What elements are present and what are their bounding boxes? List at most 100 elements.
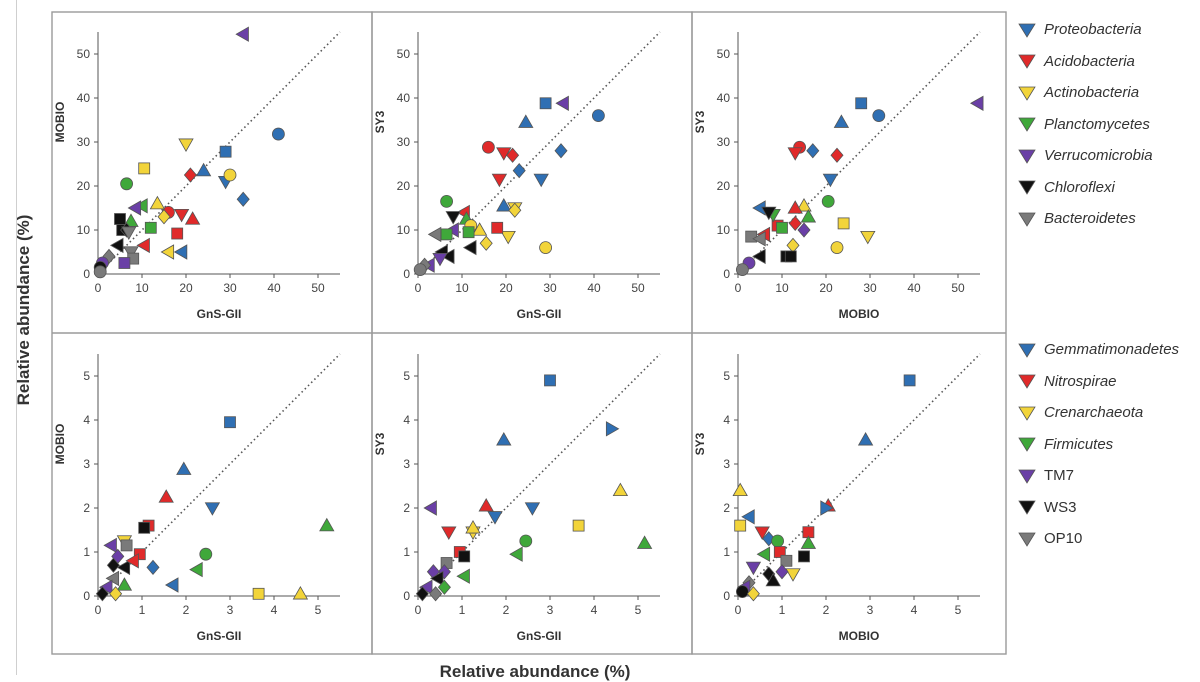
- data-point: [554, 143, 568, 159]
- data-point: [121, 226, 137, 241]
- y-tick-label: 4: [723, 413, 730, 427]
- data-point: [319, 517, 335, 532]
- data-point: [157, 209, 171, 225]
- y-tick-label: 0: [83, 267, 90, 281]
- x-tick-label: 10: [135, 281, 149, 295]
- data-point: [734, 519, 747, 532]
- x-tick-label: 20: [819, 281, 833, 295]
- data-point: [109, 586, 123, 602]
- data-point: [114, 213, 126, 225]
- y-tick-label: 40: [397, 91, 411, 105]
- data-point: [533, 173, 549, 188]
- data-point: [138, 162, 151, 175]
- data-point: [539, 241, 552, 255]
- data-point: [423, 500, 437, 516]
- y-tick-label: 20: [397, 179, 411, 193]
- x-tick-label: 1: [139, 603, 146, 617]
- legend-marker-icon: [1018, 343, 1036, 358]
- data-point: [736, 263, 749, 277]
- data-point: [857, 431, 874, 446]
- y-tick-label: 20: [77, 179, 91, 193]
- legend-label: Verrucomicrobia: [1044, 147, 1153, 165]
- data-point: [518, 114, 534, 128]
- x-tick-label: 30: [543, 281, 557, 295]
- data-point: [204, 502, 221, 516]
- data-point: [732, 482, 748, 497]
- legend-label: Acidobacteria: [1044, 52, 1135, 70]
- data-point: [93, 265, 107, 279]
- data-point: [252, 587, 265, 600]
- scatter-panel-1-3: 00 10 10 20 20 30 30 40 40 50 50 MOBIO SY3: [693, 31, 984, 321]
- y-tick-label: 1: [723, 545, 730, 559]
- y-tick-label: 0: [403, 589, 410, 603]
- data-point: [441, 526, 457, 541]
- x-tick-label: 10: [775, 281, 789, 295]
- x-tick-label: 5: [315, 603, 322, 617]
- data-point: [429, 586, 443, 602]
- x-tick-label: 20: [179, 281, 193, 295]
- data-point: [432, 252, 448, 267]
- legend-item: TM7: [1018, 460, 1179, 492]
- data-point: [491, 221, 504, 234]
- data-point: [746, 586, 760, 602]
- x-axis-title: GnS-GII: [197, 307, 242, 321]
- y-tick-label: 2: [403, 501, 410, 515]
- data-point: [462, 239, 477, 256]
- legend-label: WS3: [1044, 498, 1077, 516]
- identity-line: [737, 353, 981, 597]
- data-point: [427, 226, 442, 243]
- x-tick-label: 40: [267, 281, 281, 295]
- identity-line: [97, 31, 341, 275]
- data-point: [605, 421, 620, 437]
- data-point: [752, 248, 766, 265]
- data-point: [458, 550, 471, 563]
- data-point: [487, 511, 503, 525]
- data-point: [780, 554, 793, 567]
- data-point: [292, 585, 309, 600]
- y-tick-label: 0: [403, 267, 410, 281]
- x-tick-label: 3: [547, 603, 554, 617]
- legend-marker-icon: [1018, 149, 1036, 164]
- y-tick-label: 30: [397, 135, 411, 149]
- data-point: [765, 572, 781, 587]
- data-point: [440, 248, 455, 265]
- legend-item: Firmicutes: [1018, 429, 1179, 461]
- y-tick-label: 10: [717, 223, 731, 237]
- x-tick-label: 4: [271, 603, 278, 617]
- data-point: [496, 197, 512, 212]
- data-point: [752, 231, 766, 247]
- data-point: [592, 109, 605, 122]
- y-tick-label: 3: [723, 457, 730, 471]
- data-point: [833, 114, 850, 128]
- data-point: [506, 147, 520, 163]
- y-axis-title: SY3: [373, 110, 387, 133]
- x-tick-label: 50: [311, 281, 325, 295]
- x-tick-label: 4: [591, 603, 598, 617]
- data-point: [138, 521, 151, 534]
- data-point: [745, 230, 758, 243]
- legend-item: Crenarchaeota: [1018, 397, 1179, 429]
- data-point: [855, 97, 868, 110]
- data-point: [612, 482, 629, 497]
- y-tick-label: 50: [717, 47, 731, 61]
- legend-phyla-major: Proteobacteria Acidobacteria Actinobacteri…: [1018, 14, 1153, 235]
- x-tick-label: 20: [499, 281, 513, 295]
- data-point: [413, 263, 427, 277]
- data-point: [969, 95, 984, 111]
- data-point: [136, 237, 150, 254]
- x-tick-label: 0: [735, 603, 742, 617]
- data-point: [830, 147, 844, 163]
- legend-marker-icon: [1018, 406, 1036, 421]
- data-point: [173, 244, 188, 260]
- y-tick-label: 4: [83, 413, 90, 427]
- data-point: [800, 535, 817, 549]
- data-point: [479, 235, 493, 251]
- data-point: [491, 173, 508, 188]
- data-point: [860, 230, 876, 245]
- data-point: [903, 374, 916, 387]
- legend-marker-icon: [1018, 532, 1036, 547]
- legend-label: OP10: [1044, 530, 1083, 548]
- y-axis-title: MOBIO: [53, 102, 67, 143]
- y-tick-label: 1: [403, 545, 410, 559]
- data-point: [508, 202, 522, 218]
